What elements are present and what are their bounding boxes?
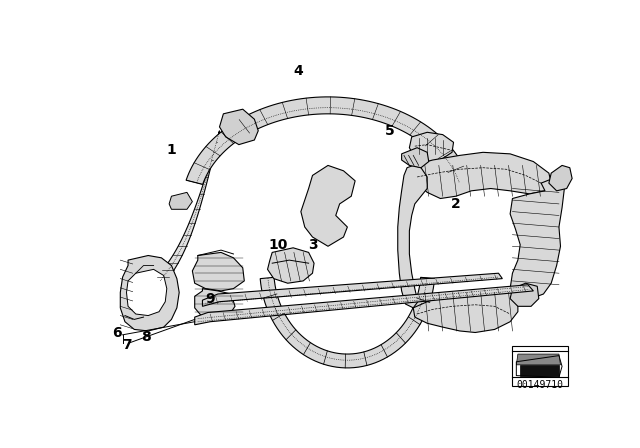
Polygon shape	[549, 165, 572, 191]
Polygon shape	[410, 132, 454, 162]
Text: 8: 8	[141, 330, 151, 344]
Polygon shape	[413, 291, 518, 332]
Text: 3: 3	[308, 238, 317, 252]
Polygon shape	[169, 192, 193, 209]
Polygon shape	[268, 248, 314, 283]
Polygon shape	[151, 277, 173, 289]
Polygon shape	[301, 165, 355, 246]
Text: 9: 9	[205, 292, 215, 306]
Polygon shape	[202, 273, 502, 306]
Text: 7: 7	[122, 338, 131, 352]
Polygon shape	[120, 255, 179, 331]
Text: 6: 6	[113, 326, 122, 340]
Polygon shape	[510, 177, 564, 299]
Polygon shape	[397, 165, 428, 308]
Polygon shape	[154, 131, 220, 281]
Text: 2: 2	[451, 197, 461, 211]
Polygon shape	[195, 285, 533, 325]
Polygon shape	[186, 97, 470, 185]
Bar	[513, 346, 568, 386]
Polygon shape	[510, 283, 539, 306]
Text: 4: 4	[294, 64, 303, 78]
Polygon shape	[193, 252, 244, 291]
Text: 10: 10	[268, 238, 287, 252]
Polygon shape	[127, 269, 167, 315]
Polygon shape	[195, 289, 235, 319]
Polygon shape	[516, 354, 561, 365]
Text: 5: 5	[385, 124, 395, 138]
Text: 00149710: 00149710	[517, 380, 564, 390]
Polygon shape	[220, 109, 259, 145]
Polygon shape	[520, 365, 559, 375]
Polygon shape	[260, 277, 435, 368]
Polygon shape	[402, 148, 429, 168]
Polygon shape	[413, 152, 551, 198]
Text: 1: 1	[166, 143, 177, 157]
